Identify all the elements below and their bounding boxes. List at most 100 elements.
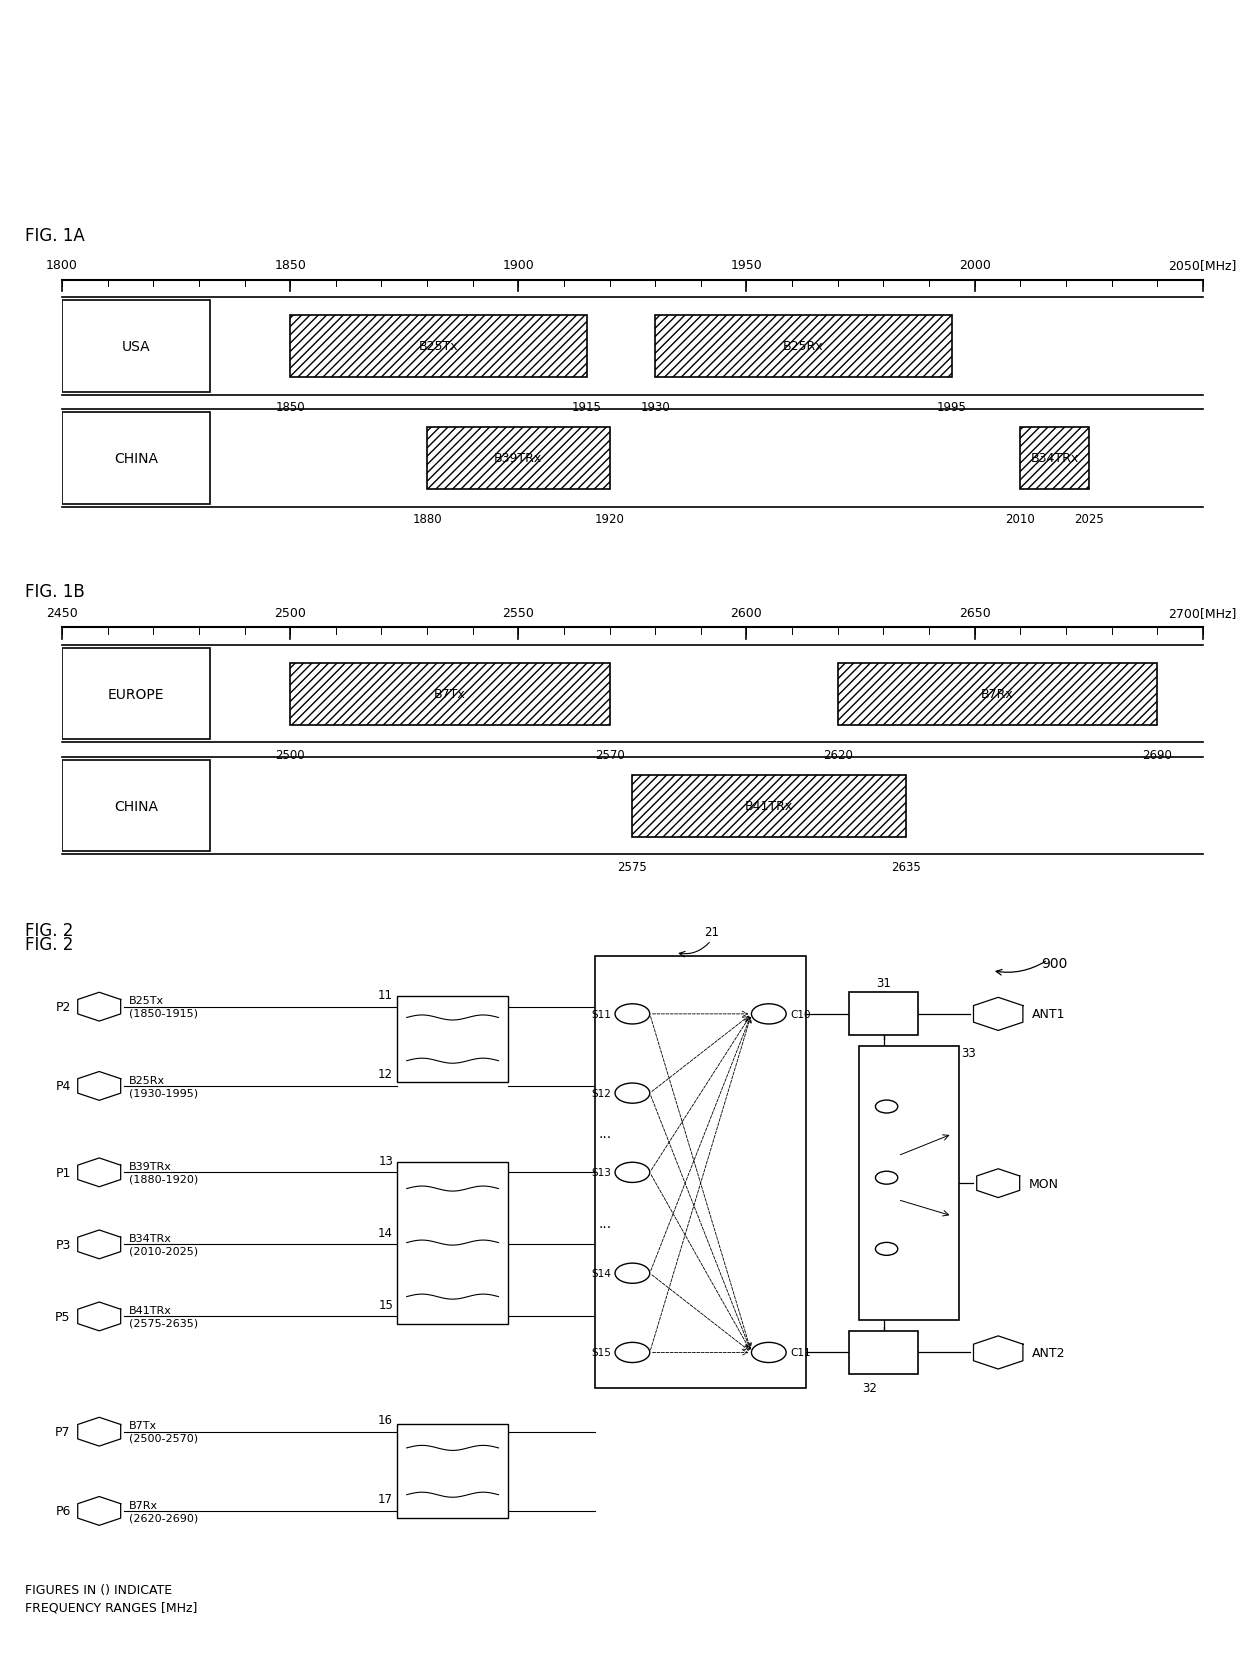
Text: 2450: 2450 <box>46 606 78 619</box>
Circle shape <box>875 1101 898 1114</box>
Text: B7Tx: B7Tx <box>434 688 466 700</box>
Text: 2550: 2550 <box>502 606 534 619</box>
Polygon shape <box>78 993 120 1021</box>
Circle shape <box>751 1005 786 1024</box>
Text: ANT2: ANT2 <box>1032 1346 1065 1359</box>
Text: 1880: 1880 <box>412 513 441 526</box>
Bar <box>397 1425 508 1518</box>
Text: 2000: 2000 <box>959 258 991 271</box>
Text: P6: P6 <box>56 1504 71 1518</box>
Text: 13: 13 <box>378 1154 393 1167</box>
Text: 1850: 1850 <box>274 258 306 271</box>
Bar <box>62 649 211 740</box>
Text: USA: USA <box>122 339 150 354</box>
Text: 2650: 2650 <box>959 606 991 619</box>
Polygon shape <box>78 1072 120 1101</box>
Text: 12: 12 <box>378 1067 393 1081</box>
Polygon shape <box>78 1302 120 1331</box>
Text: 2500: 2500 <box>274 606 306 619</box>
Polygon shape <box>78 1417 120 1446</box>
Text: 2010: 2010 <box>1006 513 1035 526</box>
Text: C11: C11 <box>790 1347 811 1357</box>
Text: 11: 11 <box>378 988 393 1001</box>
Circle shape <box>875 1243 898 1256</box>
Circle shape <box>615 1342 650 1362</box>
Text: B7Tx
(2500-2570): B7Tx (2500-2570) <box>129 1420 198 1443</box>
Text: 1850: 1850 <box>275 401 305 414</box>
Text: B25Tx: B25Tx <box>419 341 459 353</box>
Text: B39TRx
(1880-1920): B39TRx (1880-1920) <box>129 1162 198 1183</box>
Text: B25Tx
(1850-1915): B25Tx (1850-1915) <box>129 996 198 1018</box>
Circle shape <box>615 1263 650 1284</box>
Text: 1930: 1930 <box>640 401 670 414</box>
Polygon shape <box>973 998 1023 1031</box>
Polygon shape <box>977 1168 1019 1198</box>
Polygon shape <box>78 1496 120 1526</box>
Text: 31: 31 <box>877 976 890 990</box>
Circle shape <box>615 1005 650 1024</box>
Text: 1950: 1950 <box>730 258 763 271</box>
Bar <box>655 316 952 377</box>
Text: P1: P1 <box>56 1167 71 1178</box>
Text: P5: P5 <box>56 1311 71 1322</box>
Circle shape <box>615 1084 650 1104</box>
Polygon shape <box>973 1336 1023 1369</box>
Circle shape <box>751 1342 786 1362</box>
Text: 15: 15 <box>378 1298 393 1311</box>
Text: 2600: 2600 <box>730 606 763 619</box>
Text: B34TRx: B34TRx <box>1030 452 1079 465</box>
Text: 16: 16 <box>378 1413 393 1427</box>
Polygon shape <box>78 1158 120 1187</box>
Text: 1900: 1900 <box>502 258 534 271</box>
Text: P3: P3 <box>56 1238 71 1251</box>
Bar <box>838 664 1157 725</box>
Text: 2575: 2575 <box>618 861 647 874</box>
Circle shape <box>875 1172 898 1185</box>
Text: EUROPE: EUROPE <box>108 687 165 702</box>
Text: 32: 32 <box>862 1382 877 1395</box>
Text: S12: S12 <box>591 1089 611 1099</box>
Text: 900: 900 <box>1042 957 1068 971</box>
Text: S14: S14 <box>591 1268 611 1278</box>
Bar <box>397 1162 508 1324</box>
Text: B34TRx
(2010-2025): B34TRx (2010-2025) <box>129 1233 198 1256</box>
Text: FIG. 1A: FIG. 1A <box>25 227 84 245</box>
Bar <box>595 957 806 1389</box>
Text: ...: ... <box>598 1125 611 1140</box>
Bar <box>62 301 211 392</box>
Text: FIG. 1B: FIG. 1B <box>25 583 84 601</box>
Text: S15: S15 <box>591 1347 611 1357</box>
Bar <box>1021 427 1089 490</box>
Text: P4: P4 <box>56 1079 71 1092</box>
Bar <box>849 993 918 1036</box>
Text: 2025: 2025 <box>1074 513 1104 526</box>
Text: ANT1: ANT1 <box>1032 1008 1065 1021</box>
Text: 21: 21 <box>703 925 719 938</box>
Circle shape <box>615 1162 650 1183</box>
Text: 2500: 2500 <box>275 748 305 761</box>
Bar <box>290 316 587 377</box>
Text: B41TRx
(2575-2635): B41TRx (2575-2635) <box>129 1306 198 1327</box>
Text: 1915: 1915 <box>572 401 601 414</box>
Text: CHINA: CHINA <box>114 799 159 813</box>
Text: B7Rx
(2620-2690): B7Rx (2620-2690) <box>129 1499 198 1523</box>
Text: S13: S13 <box>591 1168 611 1178</box>
Text: FIG. 2: FIG. 2 <box>25 935 73 953</box>
Bar <box>290 664 610 725</box>
Bar <box>397 996 508 1082</box>
Text: 1800: 1800 <box>46 258 78 271</box>
Text: MON: MON <box>1029 1177 1059 1190</box>
Text: 2635: 2635 <box>892 861 921 874</box>
Bar <box>62 414 211 505</box>
Text: P7: P7 <box>56 1425 71 1438</box>
Text: 2700[MHz]: 2700[MHz] <box>1168 606 1238 619</box>
Text: P2: P2 <box>56 1001 71 1013</box>
Text: ...: ... <box>598 1216 611 1230</box>
Text: C10: C10 <box>790 1010 811 1019</box>
Bar <box>632 775 906 837</box>
Text: 2690: 2690 <box>1142 748 1172 761</box>
Text: 2570: 2570 <box>595 748 625 761</box>
Text: CHINA: CHINA <box>114 452 159 465</box>
Text: B7Rx: B7Rx <box>981 688 1014 700</box>
Bar <box>849 1331 918 1374</box>
